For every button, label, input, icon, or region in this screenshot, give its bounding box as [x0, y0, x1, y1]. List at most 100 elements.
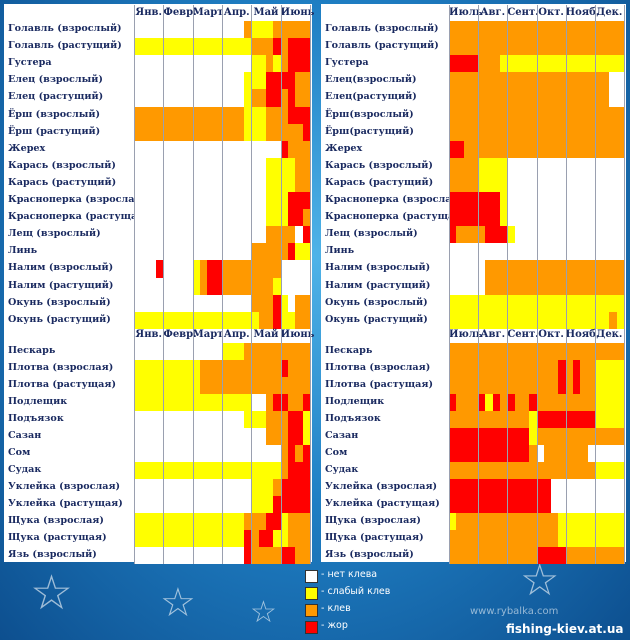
- bite-cell: [222, 311, 230, 330]
- bite-cell: [170, 243, 179, 261]
- bite-cell: [222, 123, 230, 141]
- bite-cell: [463, 496, 472, 514]
- bite-cell: [594, 445, 603, 463]
- bite-cell: [185, 89, 193, 107]
- bite-cell: [551, 547, 559, 565]
- bite-cell: [134, 277, 142, 295]
- bite-cell: [273, 343, 281, 361]
- bite-cell: [500, 260, 508, 278]
- bite-cell: [280, 277, 289, 295]
- bite-cell: [156, 479, 164, 497]
- bite-cell: [492, 428, 501, 446]
- bite-cell: [236, 530, 245, 548]
- bite-cell: [456, 174, 464, 193]
- bite-cell: [456, 157, 464, 176]
- bite-cell: [507, 377, 515, 395]
- bite-cell: [609, 513, 617, 531]
- bite-cell: [492, 226, 501, 244]
- bite-cell: [302, 174, 311, 193]
- bite-cell: [214, 411, 223, 429]
- bite-cell: [594, 209, 603, 227]
- bite-cell: [609, 411, 617, 429]
- bite-cell: [295, 496, 303, 514]
- bite-cell: [251, 394, 259, 412]
- bite-cell: [200, 174, 208, 193]
- bite-cell: [280, 209, 289, 227]
- bite-cell: [170, 360, 179, 378]
- legend-item-none: - нет клева: [305, 569, 425, 584]
- bite-cell: [565, 445, 574, 463]
- bite-cell: [594, 547, 603, 565]
- bite-cell: [587, 89, 596, 107]
- bite-cell: [478, 513, 486, 531]
- bite-cell: [609, 360, 617, 378]
- bite-cell: [273, 479, 281, 497]
- bite-cell: [449, 343, 457, 361]
- bite-cell: [192, 209, 201, 227]
- bite-cell: [192, 311, 201, 330]
- bite-cell: [244, 360, 252, 378]
- bite-cell: [514, 21, 523, 39]
- bite-cell: [602, 428, 610, 446]
- bite-cell: [485, 360, 494, 378]
- bite-cell: [543, 360, 552, 378]
- bite-cell: [565, 226, 574, 244]
- bite-cell: [507, 174, 515, 193]
- bite-cell: [594, 311, 603, 330]
- bite-cell: [500, 428, 508, 446]
- bite-cell: [251, 360, 259, 378]
- bite-cell: [456, 243, 464, 261]
- bite-cell: [236, 55, 245, 73]
- bite-cell: [214, 311, 223, 330]
- bite-cell: [514, 260, 523, 278]
- bite-cell: [163, 445, 171, 463]
- bite-cell: [266, 360, 274, 378]
- bite-cell: [229, 547, 237, 565]
- bite-cell: [163, 377, 171, 395]
- bite-cell: [616, 157, 625, 176]
- bite-cell: [266, 411, 274, 429]
- fish-name: Судак: [8, 464, 42, 475]
- bite-cell: [463, 479, 472, 497]
- fish-name: Густера: [325, 57, 369, 69]
- bite-cell: [280, 394, 289, 412]
- bite-cell: [580, 21, 588, 39]
- bite-cell: [587, 106, 596, 124]
- bite-cell: [214, 72, 223, 90]
- bite-cell: [134, 38, 142, 56]
- bite-cell: [529, 140, 537, 159]
- bite-cell: [148, 277, 157, 295]
- bite-cell: [551, 174, 559, 193]
- bite-cell: [500, 123, 508, 141]
- bite-cell: [543, 394, 552, 412]
- bite-cell: [302, 311, 311, 330]
- bite-cell: [156, 462, 164, 480]
- bite-cell: [558, 411, 566, 429]
- bite-cell: [543, 496, 552, 514]
- bite-cell: [536, 226, 545, 244]
- bite-cell: [485, 72, 494, 90]
- bite-cell: [558, 513, 566, 531]
- bite-cell: [551, 428, 559, 446]
- bite-cell: [463, 428, 472, 446]
- bite-cell: [521, 21, 530, 39]
- bite-cell: [178, 226, 186, 244]
- bite-cell: [456, 277, 464, 295]
- bite-cell: [273, 55, 281, 73]
- bite-cell: [170, 277, 179, 295]
- bite-cell: [616, 260, 625, 278]
- bite-cell: [500, 192, 508, 210]
- bite-cell: [507, 530, 515, 548]
- bite-cell: [200, 360, 208, 378]
- bite-cell: [185, 547, 193, 565]
- bite-cell: [616, 89, 625, 107]
- bite-cell: [551, 343, 559, 361]
- bite-cell: [485, 277, 494, 295]
- bite-cell: [295, 377, 303, 395]
- fish-name: Налим (взрослый): [325, 262, 431, 274]
- bite-cell: [529, 21, 537, 39]
- month-divider: [565, 327, 567, 564]
- bite-cell: [500, 360, 508, 378]
- bite-cell: [463, 343, 472, 361]
- bite-cell: [222, 106, 230, 124]
